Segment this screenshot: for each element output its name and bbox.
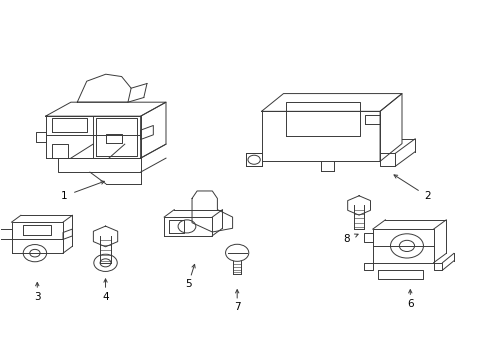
Text: 3: 3: [34, 292, 41, 302]
Text: 5: 5: [185, 279, 191, 289]
Text: 8: 8: [343, 234, 349, 244]
Text: 7: 7: [233, 302, 240, 312]
Text: 4: 4: [102, 292, 109, 302]
Text: 1: 1: [61, 191, 67, 201]
Text: 6: 6: [406, 299, 413, 309]
Text: 2: 2: [423, 191, 430, 201]
